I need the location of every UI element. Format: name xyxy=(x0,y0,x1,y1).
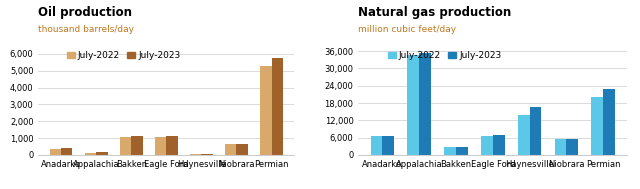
Bar xyxy=(166,136,178,155)
Bar xyxy=(85,153,96,155)
Bar xyxy=(50,149,61,155)
Legend: July-2022, July-2023: July-2022, July-2023 xyxy=(63,48,184,64)
Text: million cubic feet/day: million cubic feet/day xyxy=(358,25,456,34)
Bar xyxy=(382,136,394,155)
Bar xyxy=(96,153,108,155)
Bar xyxy=(260,67,271,155)
Bar xyxy=(271,58,283,155)
Bar xyxy=(419,53,431,155)
Bar xyxy=(61,148,72,155)
Bar xyxy=(530,107,541,155)
Bar xyxy=(202,154,212,155)
Bar xyxy=(155,137,166,155)
Bar xyxy=(190,154,202,155)
Bar xyxy=(371,136,382,155)
Bar xyxy=(456,147,468,155)
Bar xyxy=(237,144,248,155)
Bar xyxy=(120,137,131,155)
Bar xyxy=(604,89,615,155)
Bar xyxy=(408,55,419,155)
Bar xyxy=(225,144,237,155)
Text: Oil production: Oil production xyxy=(38,6,132,19)
Bar xyxy=(518,115,530,155)
Bar xyxy=(493,135,504,155)
Legend: July-2022, July-2023: July-2022, July-2023 xyxy=(385,48,505,64)
Bar xyxy=(555,139,566,155)
Bar xyxy=(481,136,493,155)
Bar xyxy=(444,147,456,155)
Bar xyxy=(591,97,604,155)
Text: Natural gas production: Natural gas production xyxy=(358,6,511,19)
Text: thousand barrels/day: thousand barrels/day xyxy=(38,25,134,34)
Bar xyxy=(566,139,578,155)
Bar xyxy=(131,136,143,155)
